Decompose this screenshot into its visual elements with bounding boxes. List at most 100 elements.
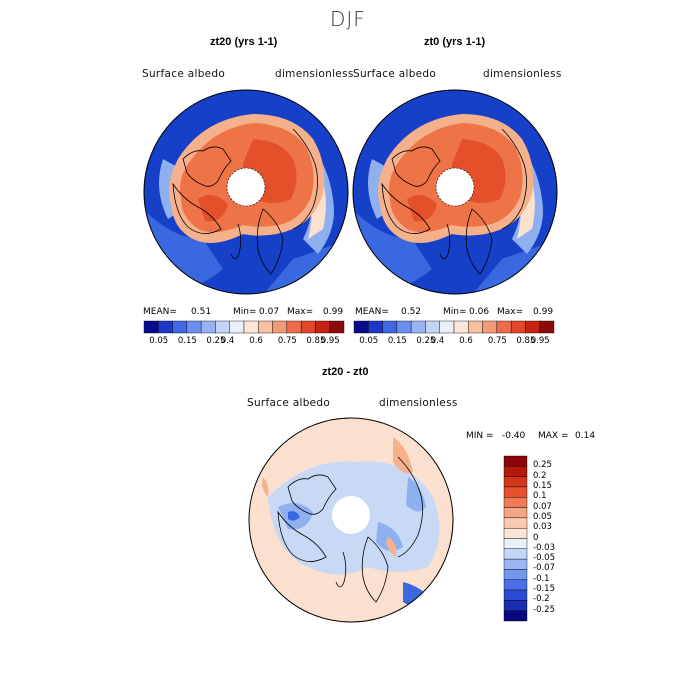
panel2-colorbar-labels: 0.05 0.15 0.25 0.4 0.6 0.75 0.85 0.95 (354, 336, 554, 348)
panel3-max-label: MAX = (538, 431, 569, 441)
panel3-colorbar-tick-label: 0.15 (533, 480, 552, 491)
panel3-max-value: 0.14 (575, 431, 596, 441)
panel1-max-value: 0.99 (323, 307, 344, 317)
panel3-colorbar-tick-label: -0.25 (533, 604, 555, 615)
panel3-light-blue-patches (278, 477, 426, 551)
panel1-units-label: dimensionless (275, 68, 354, 80)
panel3-colorbar-swatch (503, 610, 528, 622)
panel2-colorbar-tick-label: 0.15 (387, 336, 407, 346)
panel1-colorbar-tick-label: 0.25 (206, 336, 226, 346)
panel3-coastlines (277, 456, 423, 603)
panel3-colorbar-tick-label: 0.1 (533, 491, 547, 502)
panel1-colorbar-swatch (286, 320, 302, 334)
panel2-variable-label: Surface albedo (353, 68, 437, 80)
panel2-title: zt0 (yrs 1-1) (424, 36, 486, 48)
panel1-colorbar-swatch (272, 320, 288, 334)
panel1-mean-label: MEAN= (143, 307, 177, 317)
panel3-min-value: -0.40 (502, 431, 526, 441)
panel3-colorbar-swatch (503, 579, 528, 591)
panel3-colorbar-swatch (503, 507, 528, 519)
panel1-title: zt20 (yrs 1-1) (210, 36, 278, 48)
panel3-colorbar-swatch (503, 558, 528, 570)
panel2-units-label: dimensionless (483, 68, 562, 80)
panel1-variable-label: Surface albedo (142, 68, 226, 80)
panel1-colorbar-swatch (315, 320, 330, 334)
panel3-colorbar-swatch (503, 476, 528, 488)
panel2-colorbar-tick-label: 0.25 (416, 336, 436, 346)
panel2-colorbar-tick-label: 0.4 (430, 336, 445, 346)
panel3-colorbar-swatch (503, 600, 528, 611)
panel3-colorbar-tick-label: 0.07 (533, 501, 552, 512)
panel1-colorbar-swatch (258, 320, 273, 334)
panel3-colorbar-tick-label: 0.05 (533, 511, 552, 522)
panel3-colorbar-labels: 0.25 0.2 0.15 0.1 0.07 0.05 0.03 0 -0.03 -0.05 -0.… (533, 456, 573, 621)
panel3-colorbar-tick-label: -0.15 (533, 584, 555, 595)
panel1-light-blue-ring (159, 129, 334, 254)
panel3-colorbar-swatch (503, 569, 528, 580)
panel1-pole-hole (226, 167, 266, 207)
panel2-colorbar-tick-label: 0.75 (487, 336, 507, 346)
panel1-colorbar-swatch (215, 320, 230, 334)
panel2-colorbar-swatch (410, 320, 426, 334)
panel2-min-label: Min= (443, 307, 467, 317)
panel2-colorbar-tick-label: 0.05 (359, 336, 379, 346)
panel3-colorbar-tick-label: 0.25 (533, 460, 552, 471)
panel1-colorbar-swatch (172, 320, 188, 334)
panel1-colorbar-swatch (329, 320, 345, 334)
panel2-coastlines (381, 128, 527, 275)
panel1-min-value: 0.07 (259, 307, 280, 317)
panel2-colorbar-swatch (425, 320, 440, 334)
panel2-mean-label: MEAN= (355, 307, 389, 317)
panel3-units-label: dimensionless (379, 397, 458, 409)
panel1-max-label: Max= (287, 307, 314, 317)
panel2-min-value: 0.06 (469, 307, 490, 317)
panel2-colorbar (353, 320, 555, 334)
panel1-colorbar-labels: 0.05 0.15 0.25 0.4 0.6 0.75 0.85 0.95 (144, 336, 344, 348)
panel3-min-label: MIN = (466, 431, 494, 441)
panel1-polar-map (143, 89, 349, 295)
panel3-variable-label: Surface albedo (247, 397, 331, 409)
panel3-colorbar-swatch (503, 538, 528, 550)
panel2-colorbar-swatch (353, 320, 369, 334)
panel1-mid-blue-patches (144, 209, 348, 294)
panel3-orange-patches (262, 437, 413, 557)
panel2-mid-blue-patches (353, 209, 557, 294)
panel2-colorbar-swatch (496, 320, 512, 334)
panel3-colorbar-swatch (503, 486, 528, 498)
panel3-colorbar (503, 455, 528, 622)
panel3-colorbar-tick-label: -0.05 (533, 553, 555, 564)
panel1-colorbar-tick-label: 0.75 (277, 336, 297, 346)
panel3-colorbar-swatch (503, 466, 528, 477)
panel3-colorbar-swatch (503, 497, 528, 508)
panel2-colorbar-swatch (439, 320, 455, 334)
panel3-title: zt20 - zt0 (322, 366, 369, 378)
panel2-colorbar-swatch (539, 320, 555, 334)
panel3-polar-diff-map (248, 417, 454, 623)
panel1-mean-value: 0.51 (191, 307, 212, 317)
panel2-colorbar-tick-label: 0.95 (530, 336, 550, 346)
panel3-pole-hole (332, 496, 370, 534)
panel1-min-label: Min= (233, 307, 257, 317)
panel2-pole-hole (435, 167, 475, 207)
panel3-colorbar-tick-label: -0.03 (533, 542, 555, 553)
panel1-colorbar-tick-label: 0.6 (249, 336, 263, 346)
panel2-colorbar-swatch (482, 320, 498, 334)
panel3-colorbar-tick-label: 0.03 (533, 522, 552, 533)
panel1-coastlines (172, 128, 318, 275)
panel2-light-blue-ring (368, 129, 543, 254)
panel2-max-value: 0.99 (533, 307, 554, 317)
panel1-colorbar-tick-label: 0.05 (149, 336, 169, 346)
panel2-colorbar-swatch (510, 320, 526, 334)
panel3-colorbar-tick-label: 0.2 (533, 470, 547, 481)
panel1-colorbar-swatch (229, 320, 245, 334)
panel3-colorbar-swatch (503, 455, 528, 467)
panel1-colorbar-tick-label: 0.4 (220, 336, 235, 346)
panel2-max-label: Max= (497, 307, 524, 317)
panel3-colorbar-tick-label: -0.1 (533, 573, 550, 584)
panel2-colorbar-swatch (453, 320, 469, 334)
panel1-colorbar-swatch (243, 320, 259, 334)
panel1-colorbar-swatch (200, 320, 216, 334)
panel3-colorbar-tick-label: -0.07 (533, 563, 555, 574)
panel3-colorbar-swatch (503, 527, 528, 539)
